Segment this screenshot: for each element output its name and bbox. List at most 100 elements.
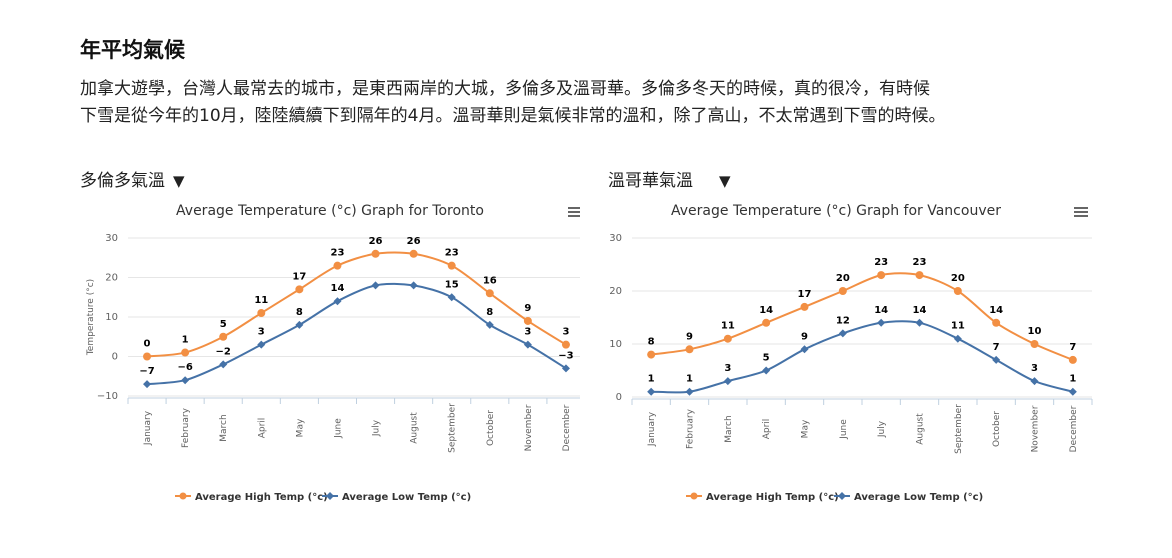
legend-item-low[interactable]: Average Low Temp (°c) [322,492,471,503]
data-point-high [685,345,694,354]
data-point-high [409,249,418,258]
dropdown-arrow-icon: ▼ [719,172,731,190]
vancouver-selector-label: 溫哥華氣溫 [608,171,693,191]
x-tick-label: December [1069,405,1079,452]
data-point-high [371,249,380,258]
toronto-chart-selector[interactable]: 多倫多氣溫 ▼ [80,166,185,191]
data-point-high [143,352,152,361]
legend-item-high[interactable]: Average High Temp (°c) [175,492,328,503]
legend-item-high[interactable]: Average High Temp (°c) [686,492,839,503]
vancouver-chart-selector[interactable]: 溫哥華氣溫 ▼ [608,166,731,191]
intro-line-2: 下雪是從今年的10月，陸陸續續下到隔年的4月。溫哥華則是氣候非常的溫和，除了高山… [80,106,946,126]
data-point-high [523,316,532,325]
hamburger-menu-icon[interactable] [568,207,580,217]
data-point-low [333,297,342,306]
data-point-high [953,287,962,295]
data-label-low: 11 [951,321,965,332]
data-point-high [333,261,342,270]
legend-label: Average Low Temp (°c) [342,492,471,503]
series-line-high [651,272,1074,361]
data-label-low: 1 [1069,374,1076,385]
data-point-low [295,320,304,329]
y-tick-label: 20 [609,286,622,297]
x-tick-label: December [562,404,572,451]
x-tick-label: January [647,411,657,447]
data-point-low [485,320,494,329]
legend-marker [838,492,846,500]
legend-item-low[interactable]: Average Low Temp (°c) [834,492,983,503]
data-label-low: 7 [993,342,1000,353]
menu-icon-bar [1074,207,1088,209]
data-point-low [257,340,266,349]
data-label-low: 12 [836,315,850,326]
data-label-low: 3 [524,327,531,338]
data-label-low: 1 [686,374,693,385]
y-tick-label: 10 [105,312,118,323]
data-point-high [447,261,456,270]
data-point-low [877,318,886,327]
y-tick-label: 30 [105,233,118,244]
data-point-low [953,334,962,343]
y-tick-label: 10 [609,339,622,350]
data-point-high [295,285,304,294]
dropdown-arrow-icon: ▼ [173,172,185,190]
data-point-low [723,377,732,386]
series-line-low [146,282,567,386]
data-label-high: 16 [483,275,497,286]
data-point-low [800,345,809,354]
data-label-high: 11 [721,321,735,332]
data-point-high [181,348,190,357]
data-point-high [257,309,266,318]
data-point-low [992,355,1001,364]
data-point-high [762,318,771,327]
data-point-high [877,271,886,280]
data-label-high: 17 [798,289,812,300]
data-label-high: 11 [254,295,268,306]
data-point-high [219,332,228,341]
intro-line-1: 加拿大遊學，台灣人最常去的城市，是東西兩岸的大城，多倫多及溫哥華。多倫多冬天的時… [80,79,930,99]
x-tick-label: September [448,403,458,453]
data-label-high: 23 [874,257,888,268]
data-point-high [992,318,1001,327]
data-point-low [181,376,190,385]
x-tick-label: July [877,420,887,438]
data-point-high [647,350,656,359]
y-tick-label: −10 [97,391,118,402]
vancouver-temperature-chart: Average Temperature (°c) Graph for Vanco… [609,203,1093,503]
data-point-low [523,340,532,349]
x-tick-label: October [992,411,1002,447]
data-point-high [561,340,570,349]
x-tick-label: July [372,419,382,437]
page-title: 年平均氣候 [80,38,185,62]
data-label-low: −6 [177,362,192,373]
data-label-high: 26 [369,236,383,247]
data-label-high: 20 [951,273,965,284]
data-label-low: 3 [1031,363,1038,374]
x-tick-label: November [1031,405,1041,452]
x-tick-label: June [333,418,343,439]
data-point-low [838,329,847,338]
data-point-low [1030,377,1039,386]
toronto-temperature-chart: Average Temperature (°c) Graph for Toron… [86,203,580,503]
data-label-high: 14 [989,305,1003,316]
data-label-high: 23 [913,257,927,268]
x-tick-label: February [181,407,191,448]
hamburger-menu-icon[interactable] [1074,207,1088,217]
data-label-low: −2 [216,346,231,357]
chart-title: Average Temperature (°c) Graph for Vanco… [671,203,1001,219]
data-label-high: 9 [686,331,693,342]
legend-label: Average High Temp (°c) [706,492,839,503]
data-point-low [1068,387,1077,396]
data-point-high [1030,340,1039,348]
data-label-high: 10 [1028,326,1042,337]
data-label-high: 17 [292,271,306,282]
legend-marker [326,492,334,500]
y-tick-label: 30 [609,233,622,244]
data-label-low: 8 [486,307,493,318]
data-label-high: 5 [220,319,227,330]
data-label-high: 7 [1069,342,1076,353]
menu-icon-bar [1074,211,1088,213]
chart-title: Average Temperature (°c) Graph for Toron… [176,203,484,219]
x-tick-label: October [486,410,496,446]
data-label-high: 3 [562,327,569,338]
